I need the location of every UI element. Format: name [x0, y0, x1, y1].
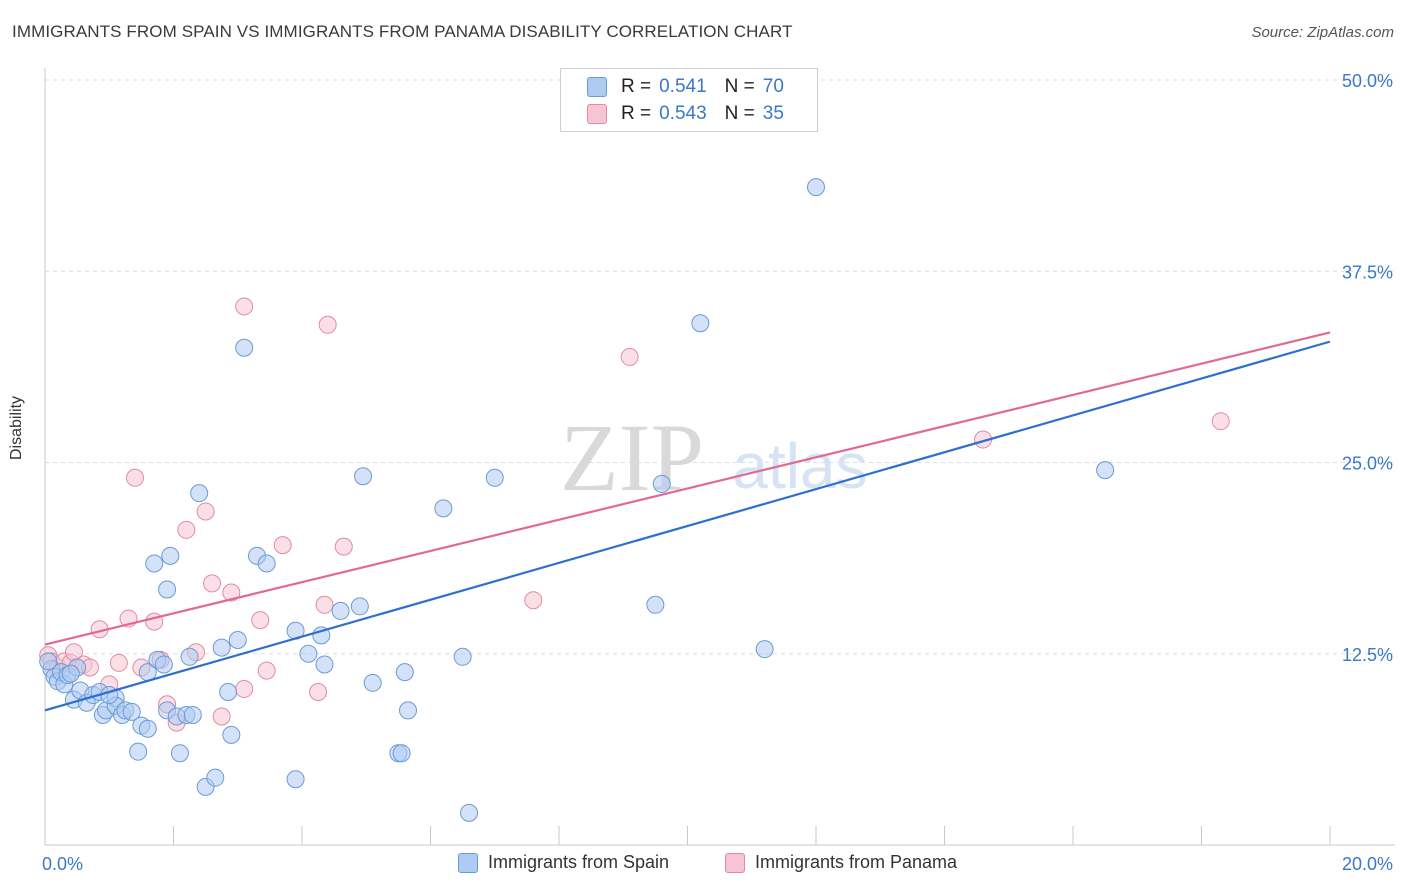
panama-point	[125, 468, 144, 487]
spain-point	[122, 702, 141, 721]
spain-point	[286, 770, 305, 789]
panama-point	[309, 683, 328, 701]
legend-r-label: R =	[621, 76, 652, 97]
source-label: Source: ZipAtlas.com	[1251, 24, 1394, 41]
panama-point	[620, 347, 639, 366]
spain-point	[354, 467, 373, 486]
bottom-legend-spain: Immigrants from Spain	[458, 852, 669, 873]
y-tick-label: 12.5%	[1342, 645, 1393, 665]
panama-point	[222, 583, 241, 602]
watermark-zip: ZIP	[560, 404, 704, 511]
spain-point	[395, 663, 414, 682]
y-tick-label: 50.0%	[1342, 71, 1393, 91]
y-tick-label: 37.5%	[1342, 262, 1393, 282]
panama-point	[257, 661, 276, 680]
spain-point	[350, 597, 369, 616]
legend-n-label: N =	[724, 76, 755, 97]
panama-point	[235, 679, 254, 698]
panama-trend-line	[44, 331, 1331, 646]
spain-point	[180, 647, 199, 666]
spain-point	[315, 655, 334, 674]
spain-point	[299, 644, 318, 663]
spain-point	[222, 725, 241, 744]
bottom-legend-spain-label: Immigrants from Spain	[488, 852, 670, 872]
spain-point	[453, 647, 472, 666]
spain-point	[235, 338, 254, 357]
spain-point	[392, 744, 411, 763]
spain-point	[138, 719, 157, 738]
spain-point	[257, 554, 276, 573]
spain-point	[485, 468, 504, 487]
spain-point	[399, 701, 418, 720]
panama-point	[109, 653, 128, 672]
spain-point	[39, 652, 58, 671]
trend-lines	[44, 331, 1331, 712]
spain-point	[1096, 461, 1115, 480]
spain-point	[190, 484, 209, 503]
x-tick-label: 0.0%	[42, 854, 83, 874]
chart-title: IMMIGRANTS FROM SPAIN VS IMMIGRANTS FROM…	[12, 22, 793, 41]
spain-point	[206, 768, 225, 787]
panama-point	[196, 502, 215, 521]
spain-point	[755, 640, 774, 659]
spain-point	[691, 314, 710, 333]
spain-point	[183, 705, 202, 724]
panama-swatch	[725, 852, 745, 873]
spain-point	[170, 744, 189, 763]
spain-point	[460, 803, 479, 822]
watermark-atlas: atlas	[732, 430, 867, 502]
panama-point	[235, 297, 254, 316]
spain-point	[158, 580, 177, 599]
spain-point	[145, 554, 164, 573]
spain-point	[228, 630, 247, 649]
panama-swatch	[587, 104, 607, 124]
legend-r-value: 0.541	[659, 76, 707, 97]
legend-n-value: 70	[762, 76, 784, 97]
bottom-legend-panama-label: Immigrants from Panama	[755, 852, 958, 872]
panama-point	[177, 520, 196, 539]
spain-point	[154, 655, 173, 674]
spain-point	[363, 673, 382, 692]
x-tick-label: 20.0%	[1342, 854, 1393, 874]
spain-point	[161, 546, 180, 565]
legend-row-panama: R = 0.543 N = 35	[587, 102, 784, 126]
legend-n-label: N =	[724, 103, 755, 124]
panama-point	[334, 537, 353, 556]
bottom-legend-panama: Immigrants from Panama	[725, 852, 957, 873]
panama-point	[524, 591, 543, 610]
y-tick-label: 25.0%	[1342, 454, 1393, 474]
panama-point	[251, 611, 270, 630]
panama-point	[273, 536, 292, 555]
panama-points	[39, 297, 1230, 732]
spain-point	[61, 664, 80, 683]
spain-point	[219, 683, 238, 701]
spain-point	[807, 178, 825, 197]
legend-n-value: 35	[762, 103, 784, 124]
tick-labels: 12.5% 25.0% 37.5% 50.0% 0.0% 20.0%	[42, 71, 1393, 874]
spain-point	[652, 474, 671, 493]
panama-point	[203, 574, 222, 593]
panama-point	[212, 707, 231, 726]
spain-point	[129, 742, 148, 761]
axes	[44, 68, 1395, 846]
legend-r-value: 0.543	[659, 103, 707, 124]
watermark: ZIP atlas	[560, 404, 868, 511]
spain-point	[312, 626, 331, 645]
spain-swatch	[458, 852, 478, 873]
panama-point	[318, 315, 337, 334]
legend-row-spain: R = 0.541 N = 70	[587, 75, 784, 99]
spain-point	[434, 499, 453, 518]
correlation-legend: R = 0.541 N = 70 R = 0.543 N = 35	[560, 68, 818, 132]
spain-point	[212, 638, 231, 657]
legend-r-label: R =	[621, 103, 652, 124]
spain-swatch	[587, 77, 607, 97]
spain-point	[331, 601, 350, 620]
panama-point	[1211, 412, 1230, 431]
spain-trend-line	[44, 340, 1331, 712]
panama-point	[315, 595, 334, 614]
spain-point	[646, 595, 665, 614]
